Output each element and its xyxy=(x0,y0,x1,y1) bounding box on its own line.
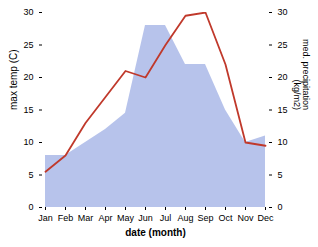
svg-text:5: 5 xyxy=(278,170,283,180)
svg-text:date (month): date (month) xyxy=(125,227,186,238)
svg-text:med. precipitation(kg/m2): med. precipitation(kg/m2) xyxy=(292,39,311,110)
svg-text:Aug: Aug xyxy=(177,213,193,223)
svg-text:15: 15 xyxy=(23,105,33,115)
svg-text:30: 30 xyxy=(23,7,33,17)
svg-text:Oct: Oct xyxy=(218,213,233,223)
svg-text:25: 25 xyxy=(278,40,288,50)
svg-text:Dec: Dec xyxy=(257,213,274,223)
svg-text:30: 30 xyxy=(278,7,288,17)
svg-text:0: 0 xyxy=(278,202,283,212)
svg-text:Sep: Sep xyxy=(197,213,213,223)
svg-text:Feb: Feb xyxy=(58,213,74,223)
svg-text:Apr: Apr xyxy=(98,213,112,223)
svg-text:20: 20 xyxy=(23,72,33,82)
svg-text:0: 0 xyxy=(28,202,33,212)
svg-text:Mar: Mar xyxy=(78,213,94,223)
svg-text:5: 5 xyxy=(28,170,33,180)
svg-text:Jun: Jun xyxy=(138,213,153,223)
svg-text:10: 10 xyxy=(278,137,288,147)
svg-text:Nov: Nov xyxy=(237,213,254,223)
svg-text:15: 15 xyxy=(278,105,288,115)
svg-text:10: 10 xyxy=(23,137,33,147)
svg-text:Jan: Jan xyxy=(38,213,53,223)
svg-text:May: May xyxy=(117,213,135,223)
svg-text:max temp (C): max temp (C) xyxy=(8,49,19,110)
svg-text:25: 25 xyxy=(23,40,33,50)
svg-text:Jul: Jul xyxy=(160,213,172,223)
svg-text:20: 20 xyxy=(278,72,288,82)
